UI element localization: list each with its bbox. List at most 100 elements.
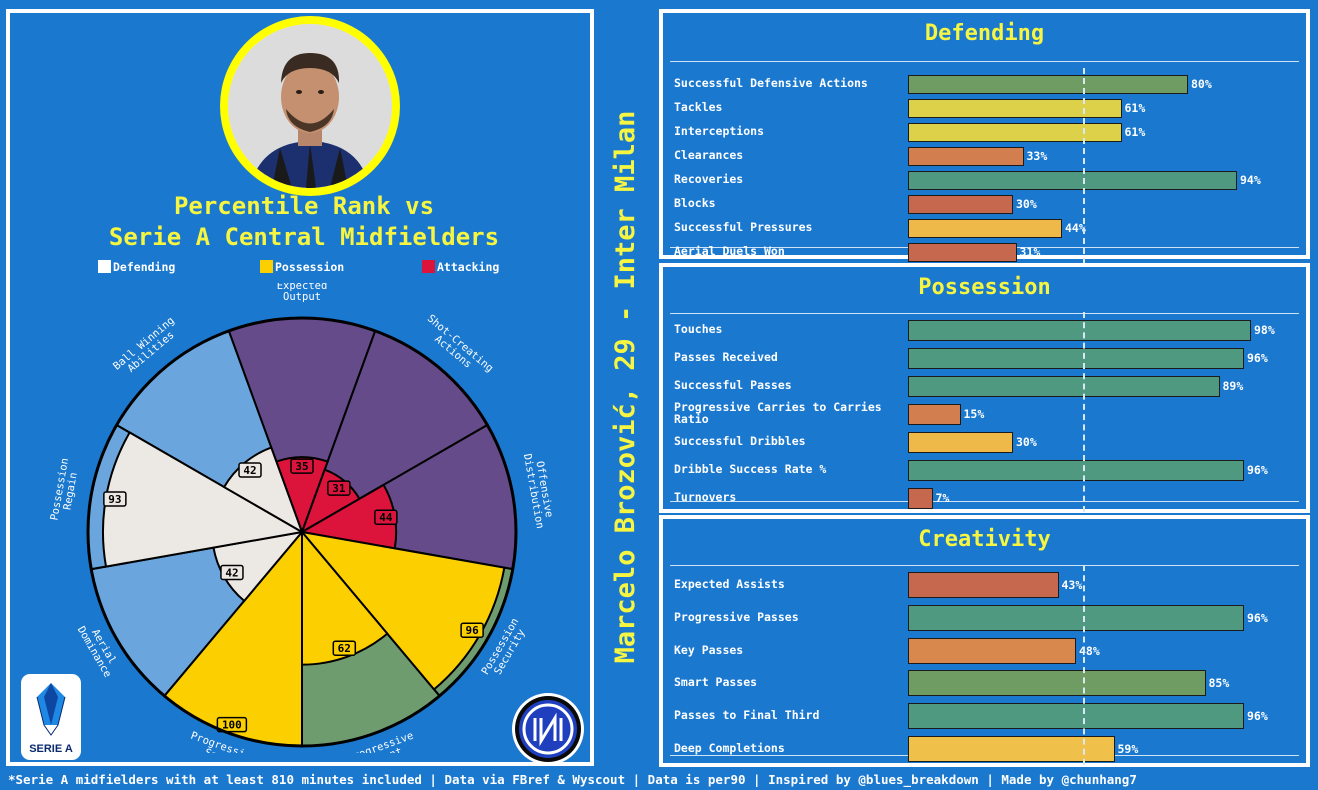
chart-title-line2: Serie A Central Midfielders (108, 223, 500, 251)
serie-a-logo-text: SERIE A (29, 743, 73, 755)
chart-title-line1: Percentile Rank vs (173, 192, 435, 220)
legend-possession: Possession (260, 260, 344, 274)
pizza-value-label: 42 (225, 566, 238, 579)
median-line (1083, 68, 1085, 264)
pizza-outline (86, 316, 518, 748)
divider (670, 501, 1299, 502)
bar-value-label: 85% (1208, 676, 1230, 691)
pizza-category-label-line: Expected (277, 283, 328, 292)
bar (908, 122, 1122, 142)
pizza-value-label: 93 (108, 493, 121, 506)
legend-label-defending: Defending (113, 260, 176, 274)
legend-label-possession: Possession (275, 260, 345, 274)
bar (908, 194, 1013, 214)
pizza-value-label-box (290, 458, 314, 474)
bar-category-label: Dribble Success Rate % (674, 462, 827, 476)
bar-category-label: Blocks (674, 196, 716, 210)
bar-value-label: 96% (1247, 351, 1268, 365)
bar (908, 242, 1017, 262)
bar (908, 459, 1244, 481)
serie-a-logo: SERIE A (21, 674, 81, 760)
bar-category-label: Smart Passes (674, 675, 758, 690)
bar-value-label: 98% (1254, 323, 1275, 337)
bar-category-label: Expected Assists (674, 577, 785, 592)
bar-category-label: Deep Completions (674, 740, 785, 755)
player-photo (220, 16, 400, 196)
divider (670, 313, 1299, 314)
bar (908, 170, 1237, 190)
bar (908, 146, 1024, 166)
pizza-value-label-box (220, 564, 244, 581)
bar-category-label: Successful Dribbles (674, 434, 806, 448)
defending-panel-title: Defending (924, 21, 1045, 46)
bar-value-label: 59% (1117, 741, 1139, 756)
bar-value-label: 80% (1191, 77, 1212, 91)
pizza-value-label-box (216, 716, 248, 733)
bar-category-label: Interceptions (674, 124, 765, 138)
legend-attacking: Attacking (422, 260, 499, 274)
legend-swatch-defending (98, 260, 111, 273)
bar-value-label: 30% (1016, 197, 1037, 211)
bar-category-label: Key Passes (674, 642, 744, 657)
legend-label-attacking: Attacking (437, 260, 500, 274)
bar (908, 735, 1115, 762)
bar-value-label: 96% (1247, 709, 1268, 724)
bar (908, 703, 1244, 730)
pizza-value-label: 31 (332, 482, 346, 495)
pizza-value-label-box (327, 480, 351, 496)
player-title-vertical: Marcelo Brozović, 29 - Inter Milan (610, 111, 641, 664)
player-title-text: Marcelo Brozović, 29 - Inter Milan (610, 111, 641, 664)
bar-value-label: 61% (1124, 125, 1146, 139)
bar (908, 572, 1059, 599)
inter-milan-logo (512, 693, 584, 765)
bar-category-label: Aerial Duels Won (674, 244, 785, 258)
pizza-value-label-box (460, 622, 484, 638)
bar-category-label: Touches (674, 322, 723, 336)
bar-category-label: Successful Passes (674, 378, 792, 392)
bar (908, 431, 1013, 453)
bar-value-label: 44% (1065, 221, 1086, 235)
bar-value-label: 33% (1026, 149, 1048, 163)
pizza-chart: 3531449662100429342ExpectedOutputShot-Cr… (48, 283, 555, 753)
legend-swatch-possession (260, 260, 273, 273)
defending-panel: Defending Successful Defensive Actions 80… (659, 9, 1310, 264)
pizza-value-label: 35 (295, 460, 308, 473)
creativity-panel: Creativity Expected Assists 43% Progressiv… (659, 515, 1310, 767)
bar-value-label: 96% (1247, 463, 1268, 477)
bar (908, 319, 1251, 341)
pizza-chart-panel: Percentile Rank vs Serie A Central Midfi… (6, 9, 594, 766)
bar-value-label: 61% (1124, 101, 1146, 115)
possession-panel: Possession Touches 98% Passes Received 96% S… (659, 263, 1310, 513)
bar-value-label: 43% (1061, 578, 1083, 593)
bar-value-label: 30% (1016, 435, 1037, 449)
bar-category-label: Passes Received (674, 350, 778, 364)
bar-value-label: 94% (1240, 173, 1261, 187)
bar-category-label: Turnovers (674, 490, 737, 504)
divider (670, 565, 1299, 566)
bar-category-label: Progressive Passes (674, 610, 799, 625)
bar (908, 375, 1220, 397)
footer-note: *Serie A midfielders with at least 810 m… (8, 772, 1137, 787)
bar-category-label: Tackles (674, 100, 723, 114)
pizza-value-label: 44 (379, 511, 393, 524)
bar-value-label: 31% (1019, 245, 1041, 259)
pizza-value-label-box (103, 491, 127, 507)
pizza-value-label-box (374, 509, 398, 525)
median-line (1083, 565, 1085, 766)
bar (908, 670, 1206, 697)
pizza-category-label-line: Output (283, 291, 321, 303)
pizza-value-label-box (332, 640, 357, 656)
pizza-value-label: 96 (465, 624, 479, 637)
pizza-value-label: 62 (338, 642, 351, 655)
legend-swatch-attacking (422, 260, 435, 273)
pizza-value-label: 42 (243, 464, 256, 477)
bar-value-label: 15% (963, 407, 985, 421)
bar (908, 403, 961, 425)
bar-category-label: Passes to Final Third (674, 708, 820, 723)
bar-category-label: Successful Pressures (674, 220, 813, 234)
bar-value-label: 96% (1247, 611, 1268, 626)
median-line (1083, 312, 1085, 512)
bar (908, 98, 1122, 118)
